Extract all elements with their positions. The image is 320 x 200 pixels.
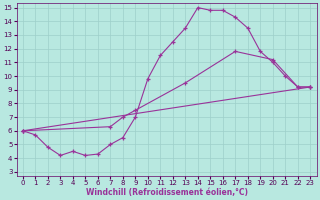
X-axis label: Windchill (Refroidissement éolien,°C): Windchill (Refroidissement éolien,°C) xyxy=(85,188,248,197)
